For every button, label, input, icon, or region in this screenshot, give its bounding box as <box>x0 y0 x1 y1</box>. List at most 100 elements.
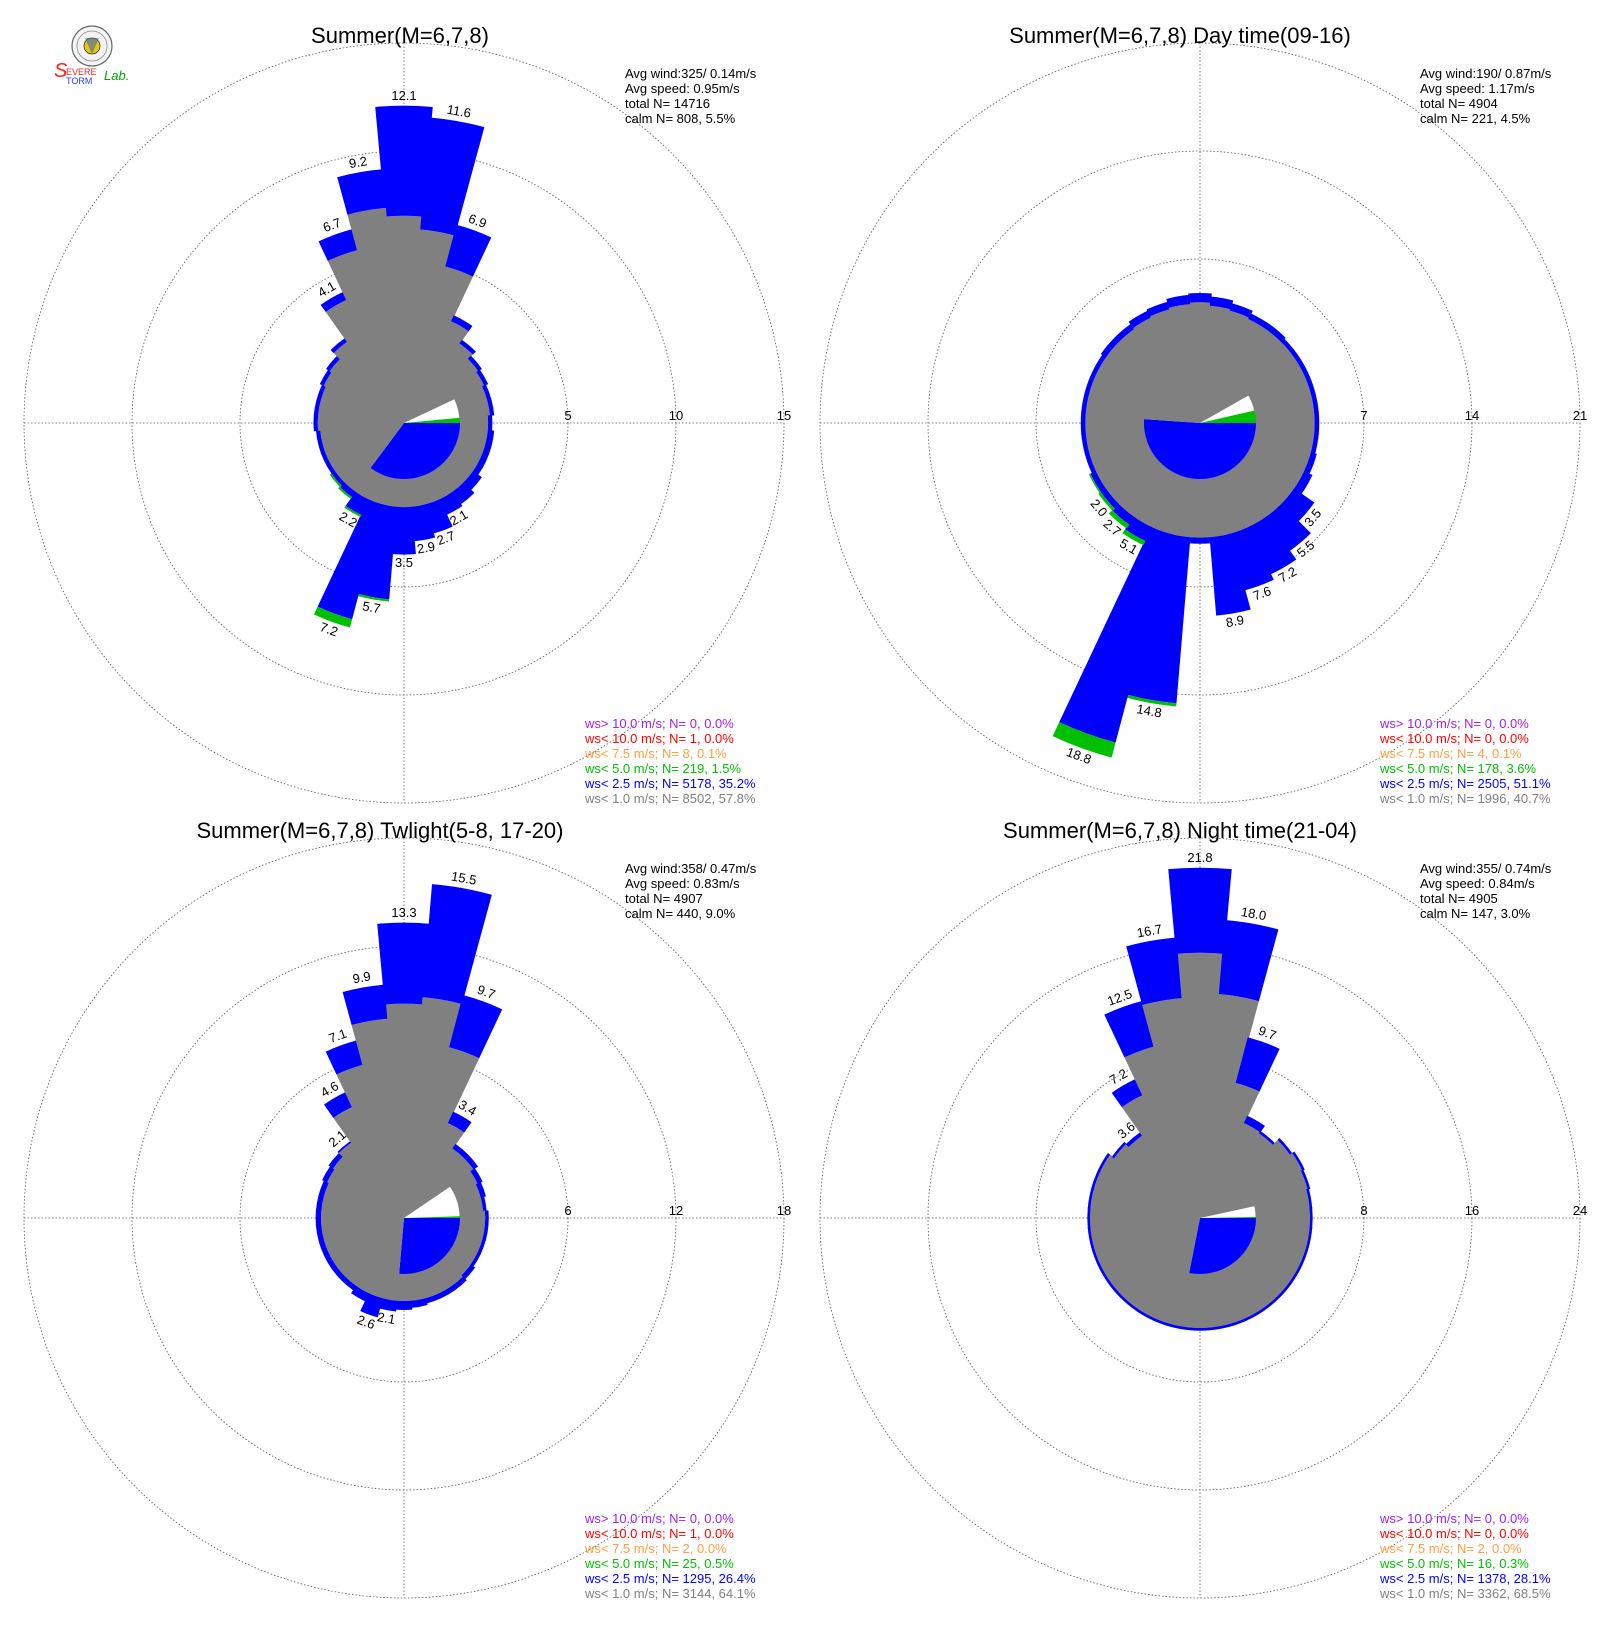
petal-grey-segment <box>351 1018 400 1164</box>
petal-label: 9.7 <box>1256 1023 1278 1043</box>
petal-blue-segment <box>1091 354 1107 375</box>
calm-slice-blue <box>1189 1218 1256 1274</box>
petal-grey-segment <box>408 229 455 369</box>
wind-rose-panel-3: 6 12 1813.315.59.73.42.12.62.14.67.19.9Sum… <box>23 818 791 1601</box>
petal-grey-segment <box>385 215 423 368</box>
petal-grey-segment <box>381 477 400 507</box>
stat-line: Avg speed: 0.84m/s <box>1420 876 1535 891</box>
petal-blue-segment <box>1100 337 1120 358</box>
petal-blue-segment <box>315 430 323 447</box>
petal-green-segment <box>1108 510 1130 529</box>
stat-line: calm N= 221, 4.5% <box>1420 111 1531 126</box>
petal-grey-segment <box>332 1156 365 1187</box>
petal-blue-segment <box>1120 1295 1138 1311</box>
petal-grey-segment <box>396 1273 412 1301</box>
petal-blue-segment <box>485 430 495 447</box>
petal-green-segment <box>338 486 353 500</box>
ring-label: 12 <box>669 1203 683 1218</box>
ring-label: 14 <box>1465 408 1479 423</box>
petal-blue-segment <box>480 1196 487 1212</box>
petal-grey-segment <box>1245 356 1305 400</box>
petal-blue-segment <box>452 1143 469 1159</box>
petal-grey-segment <box>1151 473 1186 534</box>
petal-grey-segment <box>1149 309 1186 373</box>
petal-grey-segment <box>1153 1268 1186 1325</box>
petal-label: 21.8 <box>1187 850 1212 865</box>
petal-grey-segment <box>1124 1046 1186 1168</box>
petal-green-segment <box>344 505 362 517</box>
petal-grey-segment <box>1231 1257 1279 1309</box>
petal-blue-segment <box>487 399 495 416</box>
petal-blue-segment <box>1293 354 1309 375</box>
petal-grey-segment <box>1093 1171 1150 1204</box>
legend-entry: ws< 1.0 m/s; N= 3144, 64.1% <box>584 1586 756 1601</box>
petal-blue-segment <box>392 506 416 555</box>
petal-blue-segment <box>339 482 357 498</box>
petal-blue-segment <box>1166 294 1191 308</box>
stat-line: Avg wind:325/ 0.14m/s <box>625 66 757 81</box>
petal-grey-segment <box>321 1222 350 1240</box>
petal-grey-segment <box>1121 1257 1169 1309</box>
stat-line: Avg wind:358/ 0.47m/s <box>625 861 757 876</box>
petal-blue-segment <box>325 1040 364 1075</box>
petal-grey-segment <box>449 1241 478 1265</box>
petal-blue-segment <box>425 499 453 534</box>
petal-blue-segment <box>1299 1246 1309 1266</box>
petal-label: 9.2 <box>348 153 368 171</box>
stat-line: total N= 4907 <box>625 891 703 906</box>
petal-blue-segment <box>1084 372 1097 394</box>
petal-blue-segment <box>1126 937 1182 1006</box>
petal-blue-segment <box>1111 1141 1127 1159</box>
petal-grey-segment <box>454 1184 481 1204</box>
petal-blue-segment <box>318 444 328 461</box>
petal-blue-segment <box>472 458 487 476</box>
petal-blue-segment <box>326 355 341 372</box>
petal-grey-segment <box>1231 462 1282 518</box>
petal-blue-segment <box>1080 412 1086 434</box>
petal-grey-segment <box>1250 437 1311 472</box>
stat-line: Avg speed: 1.17m/s <box>1420 81 1535 96</box>
petal-grey-segment <box>1121 1094 1177 1173</box>
stat-line: total N= 4905 <box>1420 891 1498 906</box>
petal-blue-segment <box>318 228 359 261</box>
ring-label: 5 <box>564 408 571 423</box>
petal-grey-segment <box>1118 462 1169 518</box>
legend-entry: ws< 1.0 m/s; N= 1996, 40.7% <box>1379 791 1551 806</box>
petal-blue-segment <box>1125 516 1152 542</box>
petal-label: 15.5 <box>450 869 478 888</box>
petal-blue-segment <box>1152 1317 1172 1327</box>
petal-grey-segment <box>1171 1272 1196 1328</box>
petal-blue-segment <box>1146 301 1170 317</box>
stat-line: total N= 14716 <box>625 96 710 111</box>
petal-grey-segment <box>418 1047 480 1168</box>
petal-green-segment <box>357 593 390 602</box>
petal-label: 7.1 <box>327 1026 349 1046</box>
petal-blue-segment <box>1248 313 1270 330</box>
stat-line: calm N= 147, 3.0% <box>1420 906 1531 921</box>
petal-grey-segment <box>1239 1139 1291 1187</box>
stat-line: calm N= 440, 9.0% <box>625 906 736 921</box>
ring-label: 18 <box>777 1203 791 1218</box>
petal-blue-segment <box>1189 537 1211 544</box>
petal-label: 7.6 <box>1251 583 1273 603</box>
petal-label: 6.7 <box>321 215 343 235</box>
petal-grey-segment <box>318 400 350 419</box>
petal-grey-segment <box>1223 468 1267 528</box>
petal-blue-segment <box>1189 1327 1211 1331</box>
legend-entry: ws< 5.0 m/s; N= 16, 0.3% <box>1379 1556 1529 1571</box>
petal-blue-segment <box>482 1224 489 1241</box>
petal-blue-segment <box>1081 432 1090 455</box>
petal-grey-segment <box>327 1169 359 1195</box>
petal-grey-segment <box>1214 310 1250 373</box>
stat-line: calm N= 808, 5.5% <box>625 111 736 126</box>
petal-grey-segment <box>427 1263 452 1294</box>
ring-label: 8 <box>1360 1203 1367 1218</box>
petal-blue-segment <box>337 1140 352 1154</box>
petal-grey-segment <box>1189 302 1211 368</box>
petal-blue-segment <box>331 1265 346 1281</box>
petal-blue-segment <box>1314 412 1320 434</box>
petal-blue-segment <box>1112 503 1135 525</box>
petal-grey-segment <box>1239 454 1295 505</box>
petal-grey-segment <box>1100 1241 1155 1282</box>
petal-blue-segment <box>1246 1307 1265 1321</box>
